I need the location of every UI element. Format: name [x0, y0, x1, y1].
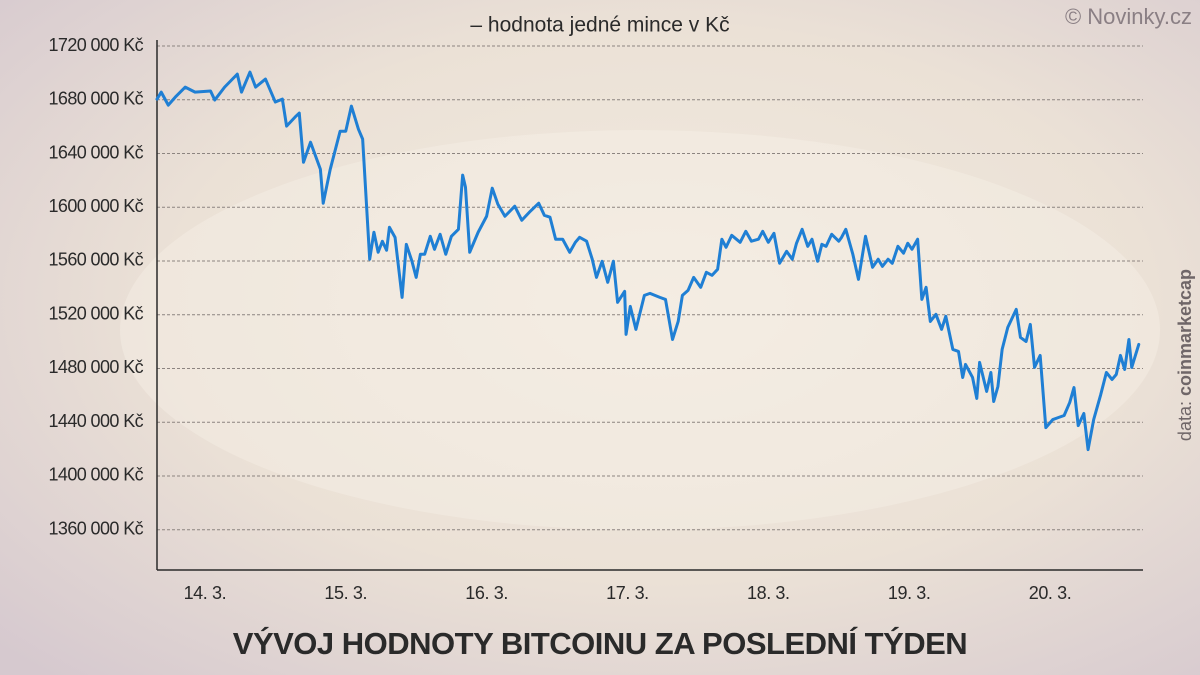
subtitle: – hodnota jedné mince v Kč [470, 14, 729, 37]
x-tick-label: 17. 3. [606, 583, 649, 603]
y-tick-label: 1480 000 Kč [49, 357, 144, 377]
y-tick-label: 1520 000 Kč [49, 303, 144, 323]
source: data: coinmarketcap [1175, 269, 1195, 441]
y-tick-label: 1640 000 Kč [49, 142, 144, 162]
x-tick-label: 20. 3. [1029, 583, 1072, 603]
x-tick-label: 15. 3. [324, 583, 367, 603]
chart-title: VÝVOJ HODNOTY BITCOINU ZA POSLEDNÍ TÝDEN [233, 626, 967, 661]
x-tick-label: 18. 3. [747, 583, 790, 603]
source-prefix: data: [1175, 401, 1195, 441]
copyright: © Novinky.cz [1065, 4, 1192, 29]
x-tick-label: 14. 3. [184, 583, 227, 603]
plot [155, 70, 1141, 452]
y-tick-label: 1400 000 Kč [49, 465, 144, 485]
y-tick-label: 1560 000 Kč [49, 250, 144, 270]
y-tick-label: 1600 000 Kč [49, 196, 144, 216]
y-tick-label: 1440 000 Kč [49, 411, 144, 431]
source-name: coinmarketcap [1175, 269, 1195, 396]
x-tick-label: 16. 3. [465, 583, 508, 603]
y-tick-label: 1360 000 Kč [49, 518, 144, 538]
y-tick-label: 1680 000 Kč [49, 89, 144, 109]
background-glow [120, 130, 1160, 530]
y-tick-label: 1720 000 Kč [49, 35, 144, 55]
x-tick-label: 19. 3. [888, 583, 931, 603]
price-line [155, 70, 1141, 452]
